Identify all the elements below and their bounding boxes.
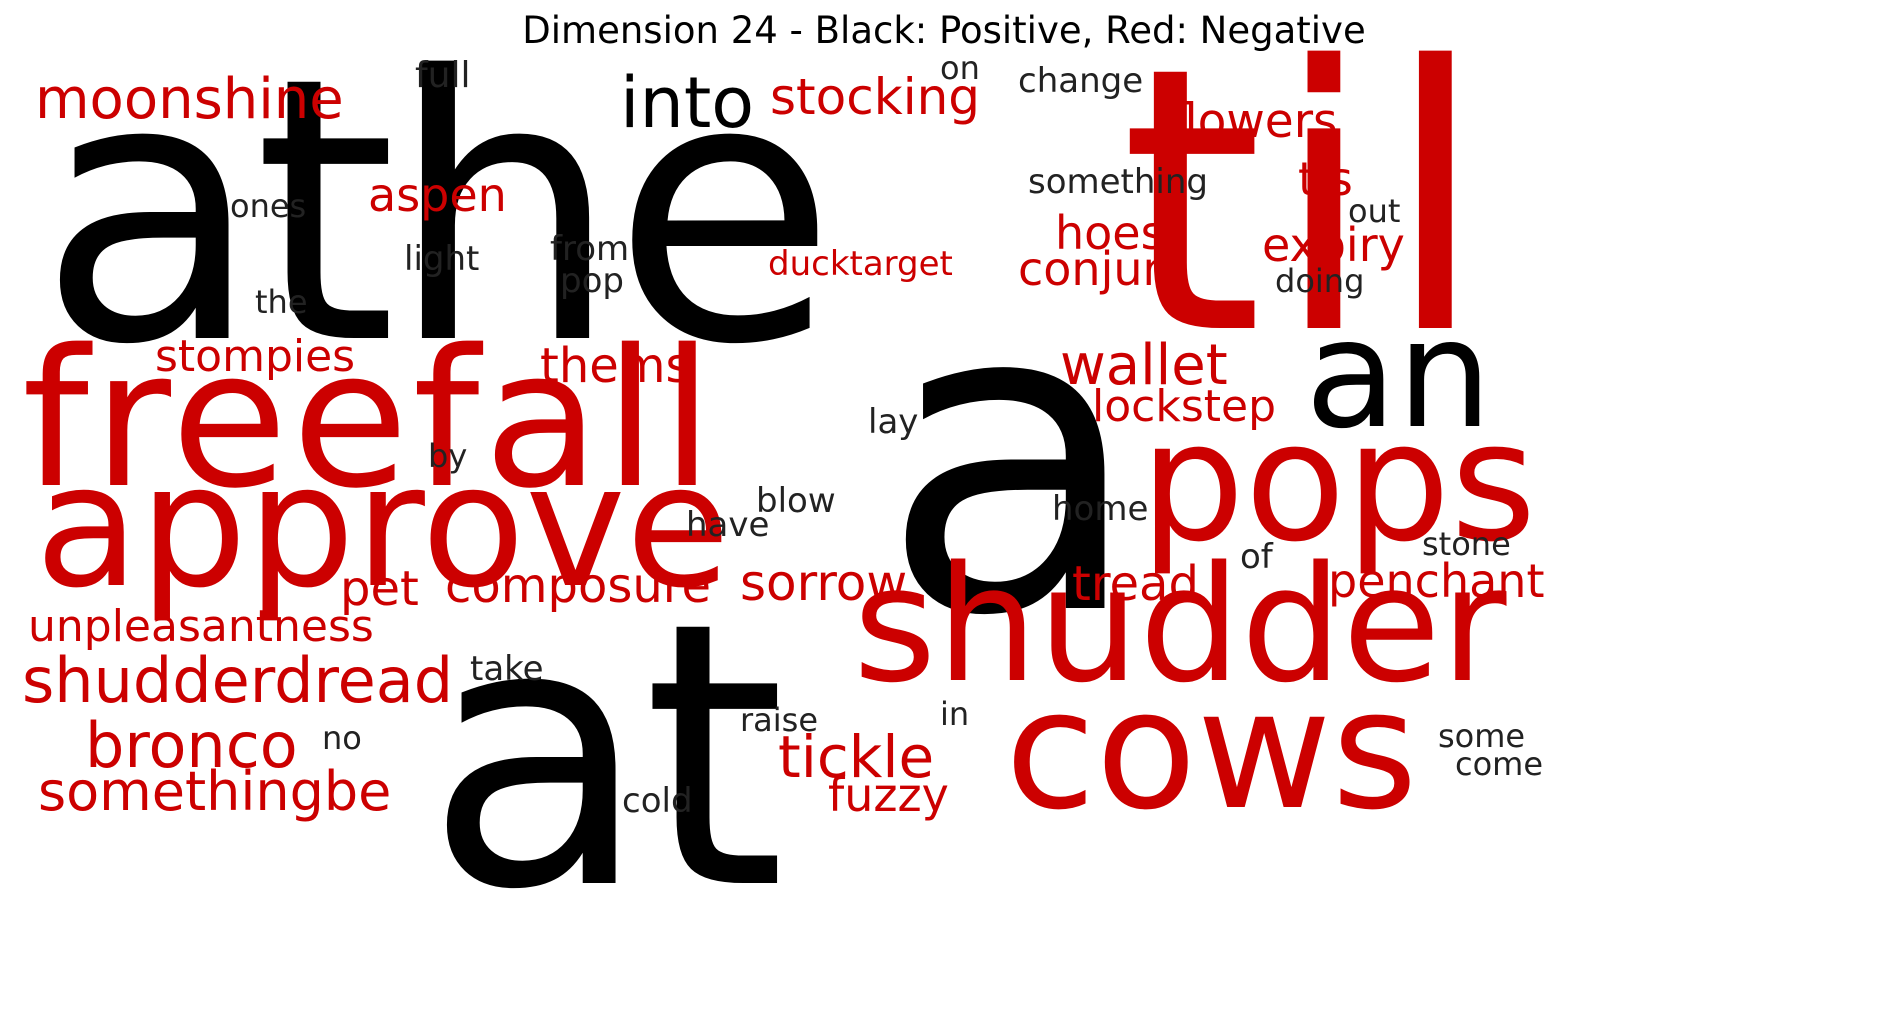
word-fuzzy: fuzzy <box>828 768 949 822</box>
word-athe: athe <box>38 0 837 425</box>
word-the: the <box>255 283 308 321</box>
word-out: out <box>1348 192 1401 230</box>
word-ducktarget: ducktarget <box>768 244 953 284</box>
word-approve: approve <box>35 428 731 626</box>
word-cows: cows <box>1005 654 1418 846</box>
word-something: something <box>1028 162 1209 202</box>
word-lockstep: lockstep <box>1092 381 1276 432</box>
word-wallet: wallet <box>1060 333 1228 398</box>
word-unpleasantness: unpleasantness <box>28 601 374 652</box>
word-tread: tread <box>1072 556 1199 612</box>
word-moonshine: moonshine <box>35 67 344 132</box>
word-conjure: conjure <box>1018 242 1189 296</box>
word-aspen: aspen <box>368 168 507 222</box>
word-no: no <box>322 719 362 757</box>
word-shudder: shudder <box>853 531 1507 718</box>
word-by: by <box>428 437 468 475</box>
word-freefall: freefall <box>22 309 718 530</box>
word-pop: pop <box>560 261 624 301</box>
word-somethingbe: somethingbe <box>38 760 392 823</box>
word-flowers: flowers <box>1168 94 1338 149</box>
chart-title: Dimension 24 - Black: Positive, Red: Neg… <box>522 9 1366 52</box>
word-shudderdread: shudderdread <box>22 644 454 717</box>
word-home: home <box>1052 489 1149 529</box>
word-lay: lay <box>868 402 919 442</box>
word-at: at <box>425 545 786 970</box>
word-cold: cold <box>622 781 693 821</box>
word-light: light <box>404 239 480 279</box>
word-some: some <box>1438 717 1526 755</box>
word-have: have <box>686 505 770 545</box>
word-pops: pops <box>1140 386 1537 578</box>
word-thems: thems <box>540 338 691 394</box>
word-on: on <box>940 49 980 87</box>
word-blow: blow <box>756 481 836 521</box>
word-a: a <box>880 210 1144 710</box>
word-an: an <box>1305 288 1492 462</box>
word-of: of <box>1240 537 1273 577</box>
word-penchant: penchant <box>1328 554 1545 608</box>
word-come: come <box>1455 745 1544 783</box>
word-raise: raise <box>740 701 819 739</box>
word-into: into <box>620 62 755 144</box>
word-ones: ones <box>230 187 307 225</box>
word-stone: stone <box>1422 525 1511 563</box>
word-tickle: tickle <box>778 723 935 791</box>
word-composure: composure <box>445 558 711 614</box>
word-stocking: stocking <box>770 68 981 126</box>
word-sorrow: sorrow <box>740 554 908 612</box>
word-in: in <box>940 695 970 733</box>
word-hoes: hoes <box>1055 206 1165 260</box>
word-full: full <box>415 55 471 96</box>
word-til: til <box>1120 0 1496 415</box>
word-from: from <box>550 229 630 269</box>
word-expiry: expiry <box>1262 218 1405 272</box>
word-tis: tis <box>1298 152 1353 206</box>
word-stompies: stompies <box>155 331 356 382</box>
word-change: change <box>1018 61 1144 101</box>
word-pet: pet <box>340 561 419 617</box>
word-doing: doing <box>1275 262 1365 300</box>
word-take: take <box>470 649 544 689</box>
word-bronco: bronco <box>85 709 298 782</box>
